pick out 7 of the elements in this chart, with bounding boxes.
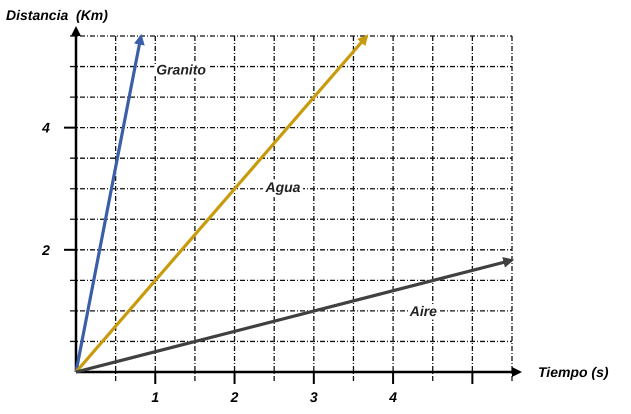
y-axis-title: Distancia (Km): [6, 7, 108, 23]
x-tick-label: 3: [310, 389, 318, 405]
x-axis-title: Tiempo (s): [538, 364, 609, 380]
x-tick-label: 2: [230, 389, 239, 405]
x-tick-label: 4: [388, 389, 398, 405]
x-tick-label: 1: [151, 389, 160, 405]
series-label: Agua: [264, 179, 301, 195]
